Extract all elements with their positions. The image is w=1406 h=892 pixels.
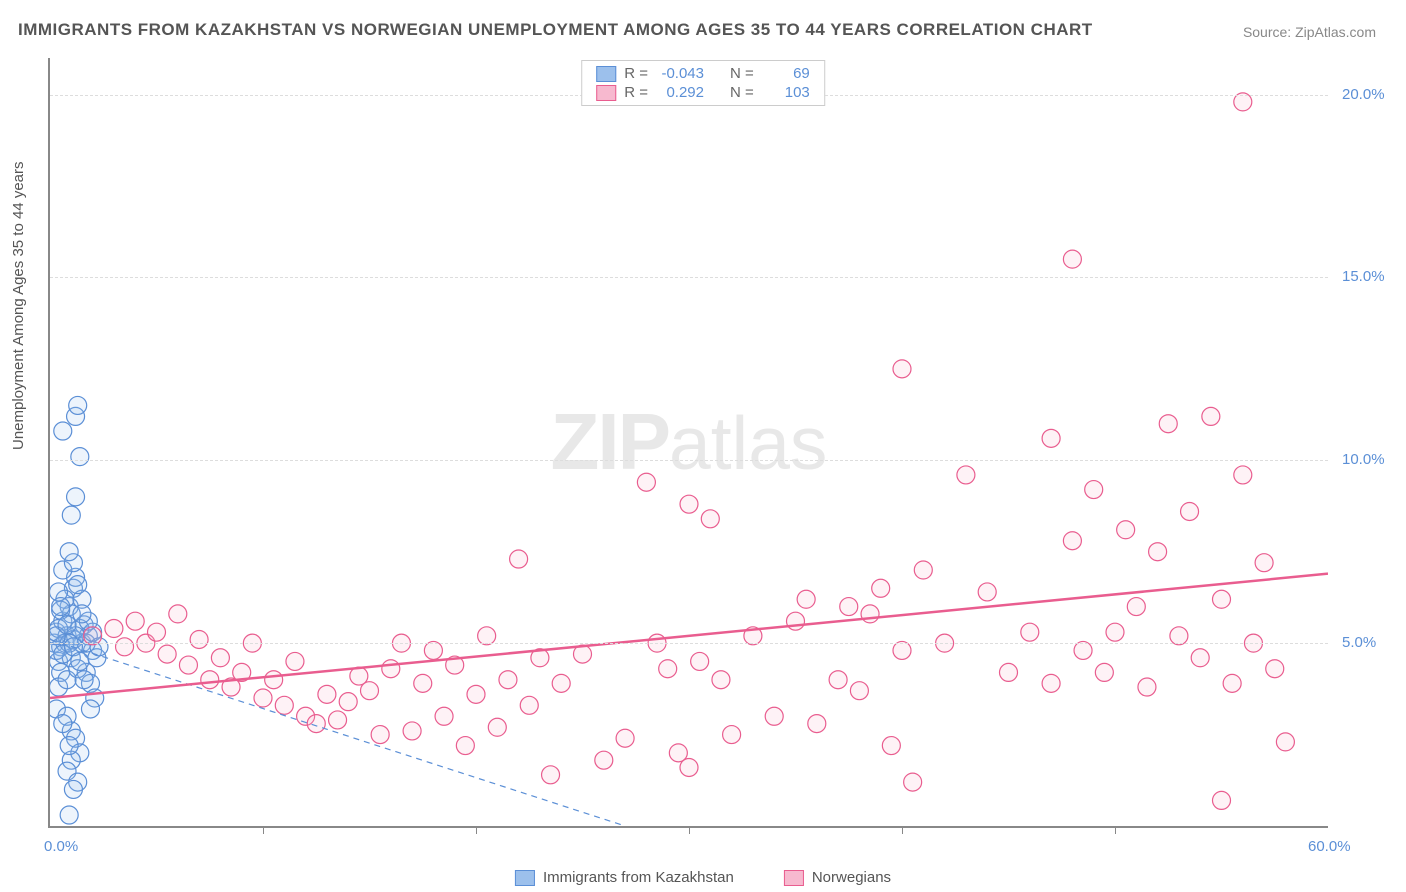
- stats-row-kazakhstan: R = -0.043 N = 69: [582, 64, 824, 83]
- r-label: R =: [624, 84, 648, 101]
- swatch-norwegians: [596, 85, 616, 101]
- plot-area: ZIPatlas 5.0%10.0%15.0%20.0%0.0%60.0%: [48, 58, 1328, 828]
- r-value-norwegians: 0.292: [656, 84, 704, 101]
- stats-row-norwegians: R = 0.292 N = 103: [582, 83, 824, 102]
- legend-label-norwegians: Norwegians: [812, 869, 891, 886]
- y-tick-label: 15.0%: [1342, 268, 1385, 285]
- n-value-norwegians: 103: [762, 84, 810, 101]
- legend-label-kazakhstan: Immigrants from Kazakhstan: [543, 869, 734, 886]
- watermark-atlas: atlas: [669, 401, 827, 485]
- swatch-norwegians: [784, 870, 804, 886]
- chart-title: IMMIGRANTS FROM KAZAKHSTAN VS NORWEGIAN …: [18, 20, 1093, 40]
- r-label: R =: [624, 65, 648, 82]
- n-value-kazakhstan: 69: [762, 65, 810, 82]
- legend-item-norwegians: Norwegians: [784, 869, 891, 886]
- watermark-zip: ZIP: [551, 397, 669, 486]
- y-tick-label: 10.0%: [1342, 451, 1385, 468]
- y-tick-label: 5.0%: [1342, 634, 1376, 651]
- bottom-legend: Immigrants from Kazakhstan Norwegians: [515, 869, 891, 886]
- y-tick-label: 20.0%: [1342, 86, 1385, 103]
- legend-item-kazakhstan: Immigrants from Kazakhstan: [515, 869, 734, 886]
- chart-svg: [50, 58, 1328, 826]
- swatch-kazakhstan: [515, 870, 535, 886]
- x-tick-label-right: 60.0%: [1308, 838, 1351, 855]
- swatch-kazakhstan: [596, 66, 616, 82]
- watermark: ZIPatlas: [551, 396, 828, 488]
- source-attribution: Source: ZipAtlas.com: [1243, 24, 1376, 40]
- x-tick-label-left: 0.0%: [44, 838, 78, 855]
- n-label: N =: [730, 84, 754, 101]
- r-value-kazakhstan: -0.043: [656, 65, 704, 82]
- y-axis-label: Unemployment Among Ages 35 to 44 years: [10, 161, 27, 450]
- stats-legend: R = -0.043 N = 69 R = 0.292 N = 103: [581, 60, 825, 106]
- n-label: N =: [730, 65, 754, 82]
